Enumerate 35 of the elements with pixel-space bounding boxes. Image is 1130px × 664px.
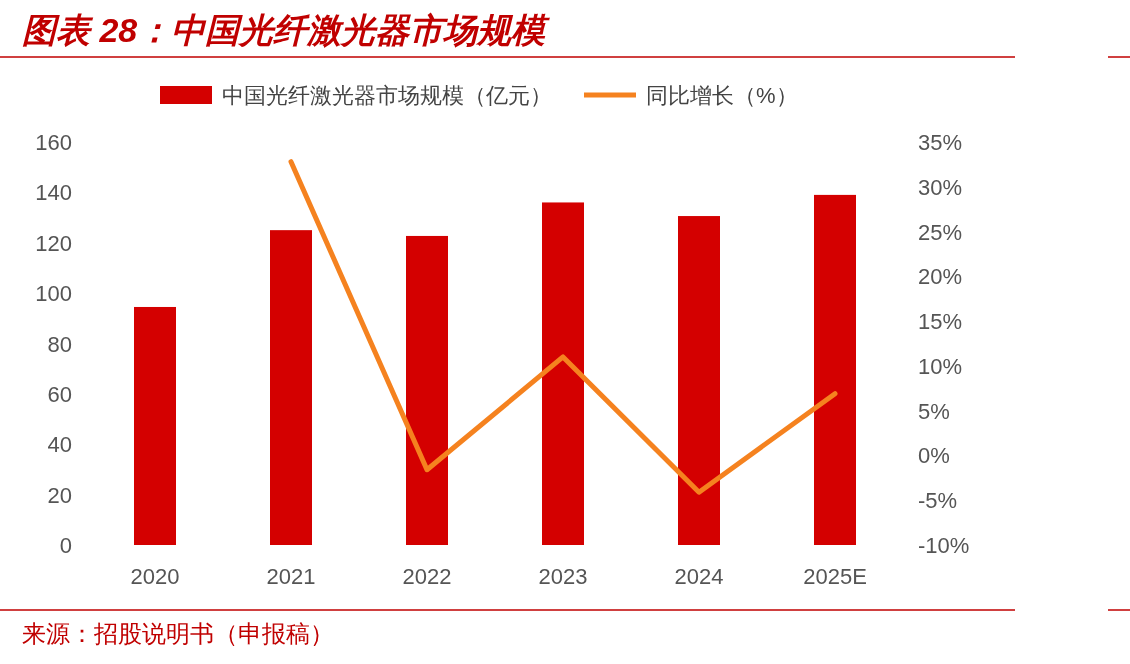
- y2-tick-label: -5%: [918, 488, 958, 514]
- y-tick-label: 100: [35, 281, 72, 307]
- x-tick-label: 2022: [402, 564, 452, 589]
- y-tick-label: 20: [47, 482, 72, 508]
- y2-tick-label: 20%: [918, 264, 963, 290]
- y2-tick-label: 10%: [918, 353, 963, 379]
- legend-label: 中国光纤激光器市场规模（亿元）: [222, 83, 552, 108]
- y2-tick-label: 35%: [918, 130, 963, 155]
- y2-tick-label: 25%: [918, 219, 963, 245]
- x-tick-label: 2021: [266, 564, 316, 589]
- bar: [814, 194, 856, 545]
- x-tick-label: 2024: [674, 564, 724, 589]
- bar: [134, 306, 176, 545]
- y-tick-label: 60: [47, 381, 72, 407]
- bar: [270, 230, 312, 545]
- y2-tick-label: 15%: [918, 309, 963, 335]
- y2-tick-label: 30%: [918, 174, 963, 200]
- y-tick-label: 40: [47, 432, 72, 458]
- y-tick-label: 120: [35, 230, 72, 256]
- bar: [542, 202, 584, 545]
- y2-tick-label: 0%: [918, 443, 950, 469]
- y2-tick-label: -10%: [918, 533, 970, 558]
- x-tick-label: 2023: [538, 564, 588, 589]
- y-tick-label: 140: [35, 180, 72, 206]
- chart-title: 图表 28：中国光纤激光器市场规模: [22, 11, 551, 49]
- source-note: 来源：招股说明书（申报稿）: [22, 620, 334, 647]
- bar: [678, 216, 720, 545]
- x-tick-label: 2025E: [803, 564, 867, 589]
- legend-label: 同比增长（%）: [646, 83, 798, 108]
- y-tick-label: 80: [47, 331, 72, 357]
- x-tick-label: 2020: [130, 564, 180, 589]
- bar: [406, 235, 448, 545]
- y-tick-label: 0: [59, 533, 72, 558]
- y-tick-label: 160: [35, 130, 72, 155]
- y2-tick-label: 5%: [918, 398, 950, 424]
